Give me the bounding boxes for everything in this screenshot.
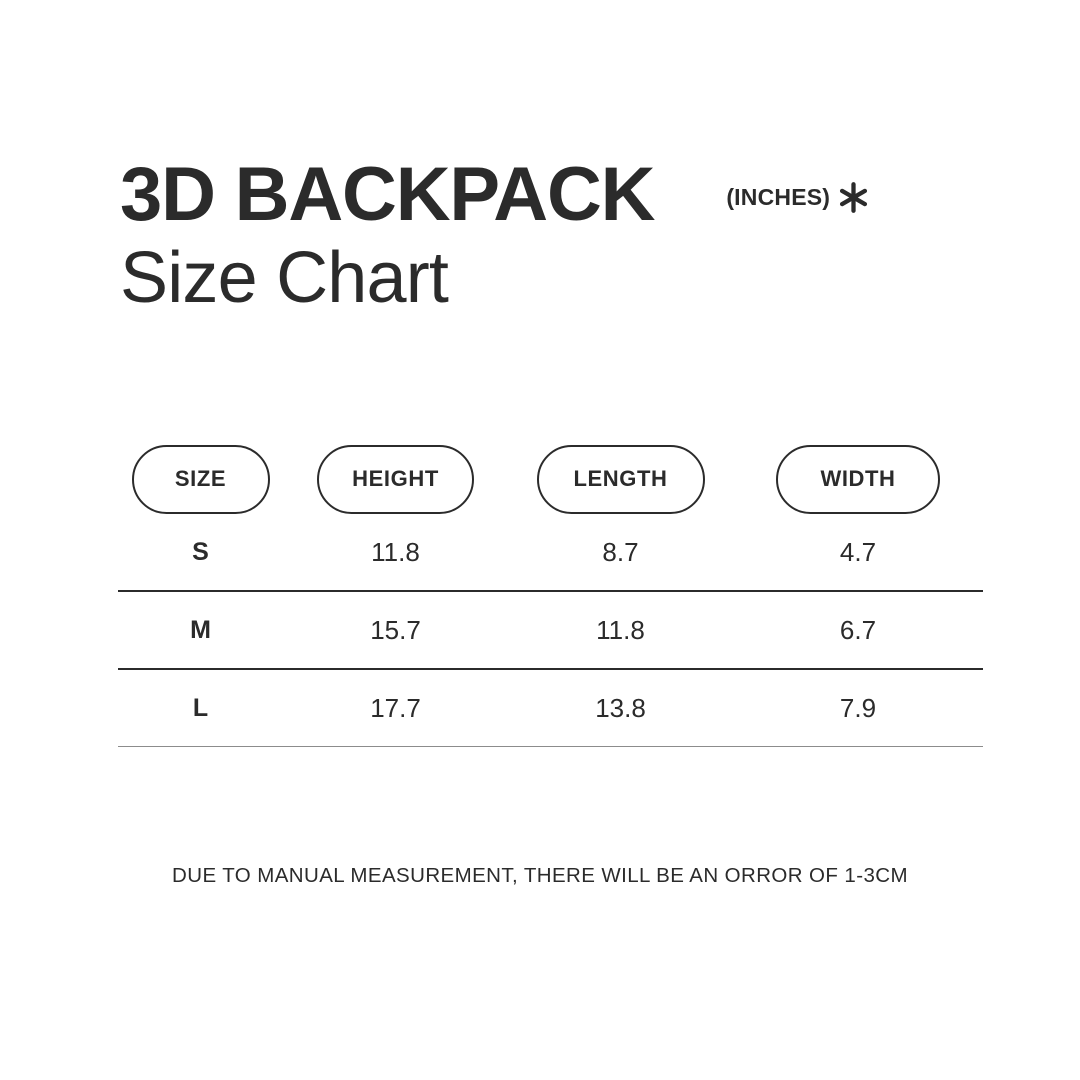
unit-label: (INCHES) [726, 183, 831, 210]
cell-length: 8.7 [602, 536, 639, 567]
measurement-disclaimer: DUE TO MANUAL MEASUREMENT, THERE WILL BE… [172, 864, 908, 887]
unit-note: (INCHES) [726, 180, 870, 214]
cell-size: L [192, 693, 209, 722]
column-chip-height: HEIGHT [317, 444, 474, 514]
size-table: SIZE HEIGHT LENGTH WIDTH S 11.8 8.7 4.7 … [118, 444, 983, 747]
cell-height: 11.8 [371, 536, 420, 567]
cell-size: M [190, 615, 211, 644]
header: 3D BACKPACK (INCHES) Size Chart [120, 152, 1000, 319]
cell-size: S [192, 537, 209, 566]
cell-length: 11.8 [596, 614, 645, 645]
asterisk-icon [837, 180, 870, 214]
table-header-cell-size: SIZE [118, 444, 283, 514]
table-header-row: SIZE HEIGHT LENGTH WIDTH [118, 444, 983, 514]
cell-length: 13.8 [595, 692, 646, 723]
cell-width: 7.9 [839, 692, 877, 723]
table-row: L 17.7 13.8 7.9 [118, 670, 983, 747]
table-row: M 15.7 11.8 6.7 [118, 592, 983, 670]
column-chip-size: SIZE [131, 444, 270, 514]
table-row: S 11.8 8.7 4.7 [118, 514, 983, 592]
column-chip-width: WIDTH [776, 444, 940, 514]
page-subtitle: Size Chart [120, 238, 449, 319]
table-header-cell-length: LENGTH [508, 444, 733, 514]
table-header-cell-height: HEIGHT [283, 444, 508, 514]
title-row: 3D BACKPACK (INCHES) [120, 152, 1000, 237]
cell-width: 4.7 [839, 536, 877, 567]
column-chip-length: LENGTH [536, 444, 705, 514]
table-header-cell-width: WIDTH [733, 444, 983, 514]
cell-height: 17.7 [370, 692, 421, 723]
cell-width: 6.7 [839, 614, 877, 645]
cell-height: 15.7 [370, 614, 421, 645]
page-title: 3D BACKPACK [120, 152, 656, 237]
